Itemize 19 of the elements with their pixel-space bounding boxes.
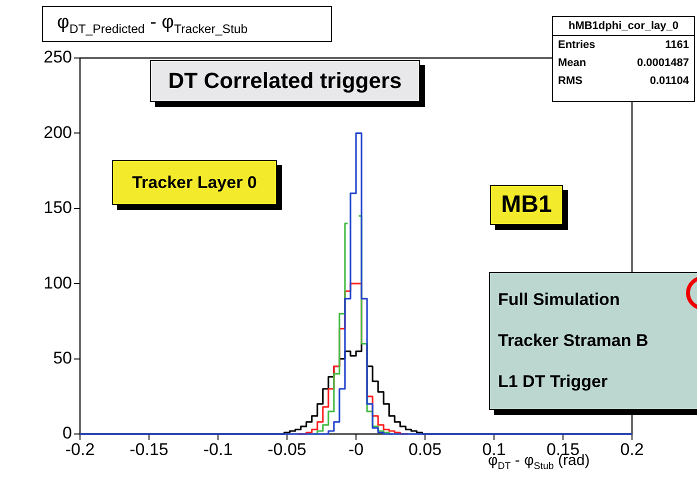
x-tick-label: -0.15	[130, 440, 168, 459]
annotation: Full Simulation	[498, 290, 620, 310]
annotation: Tracker Layer 0	[132, 172, 257, 192]
annotation: DT Correlated triggers	[168, 68, 402, 94]
text-panel: hMB1dphi_cor_lay_0 Entries 1161 Mean 0.0001487 RMS 0.01104	[552, 16, 695, 102]
annotation: Tracker Straman B	[498, 330, 648, 351]
x-tick-label: -0.1	[203, 440, 233, 459]
y-tick-label: 200	[44, 122, 72, 142]
y-tick-label: 250	[44, 48, 72, 67]
y-tick-label: 50	[53, 348, 72, 368]
x-tick-label: -0.05	[268, 440, 306, 459]
annotation: MB1	[501, 191, 552, 219]
chart-title: φ$_{DT_Predicted}$ - φ$_{Tracker_Stub}$	[57, 12, 248, 36]
x-tick-label: 0.05	[408, 440, 442, 459]
y-tick-label: 100	[44, 273, 72, 292]
annotation: L1 DT Trigger	[498, 372, 608, 392]
x-tick-label: 0.2	[620, 440, 644, 459]
y-tick-label: 150	[44, 198, 72, 218]
x-tick-label: -0	[348, 440, 364, 459]
